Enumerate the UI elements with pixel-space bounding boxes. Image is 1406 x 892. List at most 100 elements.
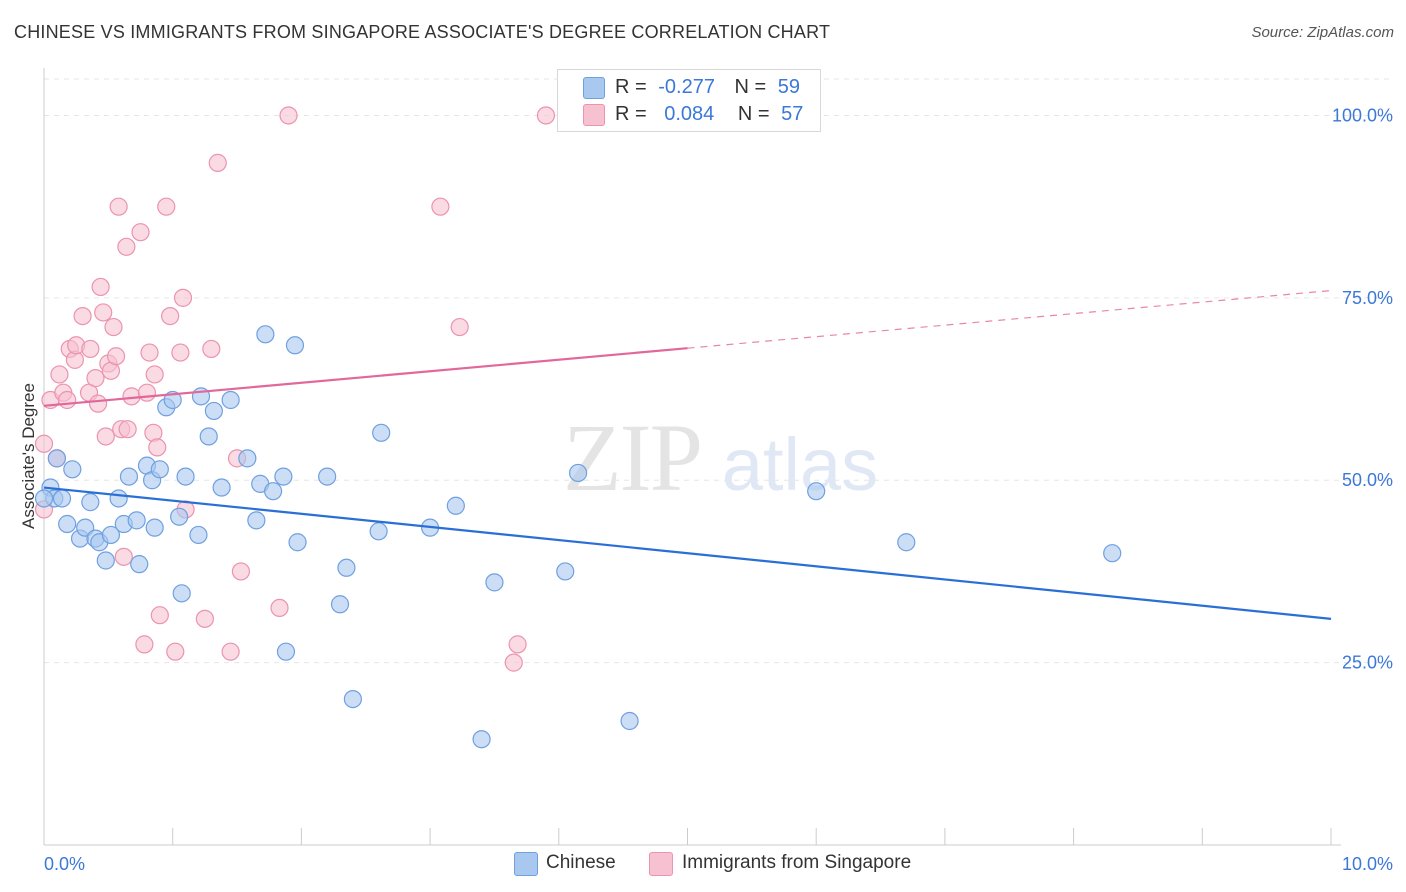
data-point <box>170 507 189 526</box>
y-tick-labels: 25.0% 50.0% 75.0% 100.0% <box>1332 105 1393 672</box>
data-point <box>270 598 289 618</box>
trend-line-singapore-dashed <box>687 289 1332 349</box>
data-point <box>508 635 527 654</box>
x-ticks <box>43 828 1332 845</box>
data-point <box>140 343 159 362</box>
data-point <box>288 533 307 552</box>
data-point <box>104 317 123 337</box>
data-point <box>221 390 240 410</box>
data-point <box>148 438 167 457</box>
data-point <box>485 573 504 592</box>
data-point <box>536 106 556 125</box>
data-point <box>34 434 54 453</box>
data-point <box>50 365 69 384</box>
y-tick-label: 25.0% <box>1342 653 1393 673</box>
legend-swatch-singapore <box>583 104 605 126</box>
watermark-atlas: atlas <box>722 423 878 506</box>
data-point <box>81 339 100 359</box>
data-point <box>171 343 190 362</box>
legend-swatch-chinese <box>514 852 538 876</box>
data-point <box>119 467 139 486</box>
data-point <box>369 522 388 541</box>
y-axis-label: Associate's Degree <box>19 383 38 529</box>
legend-n-label: N = <box>734 76 767 98</box>
data-point <box>161 306 180 326</box>
data-point <box>173 288 193 307</box>
data-point <box>145 365 164 384</box>
chart-title: CHINESE VS IMMIGRANTS FROM SINGAPORE ASS… <box>14 22 831 42</box>
series-legend: Chinese Immigrants from Singapore <box>0 850 1406 880</box>
data-point <box>208 153 227 172</box>
trend-line-singapore-solid <box>43 347 688 407</box>
data-point <box>221 642 240 661</box>
y-tick-label: 50.0% <box>1342 470 1393 490</box>
data-point <box>318 467 337 486</box>
x-tick-label-min: 0.0% <box>44 854 85 874</box>
data-point <box>504 653 523 672</box>
data-point <box>472 730 491 749</box>
source-label: Source: ZipAtlas.com <box>1251 24 1394 41</box>
legend-text-chinese: R = -0.277 N = 59 <box>615 76 800 99</box>
data-point <box>166 642 185 661</box>
data-point <box>189 525 208 545</box>
data-point <box>58 514 77 534</box>
data-point <box>176 467 195 486</box>
data-point <box>91 277 110 297</box>
data-point <box>231 562 251 581</box>
data-point <box>212 478 231 497</box>
data-point <box>620 711 639 731</box>
data-point <box>47 449 66 468</box>
legend-swatch-singapore <box>649 852 673 876</box>
data-point <box>58 390 77 410</box>
data-point <box>274 467 293 486</box>
data-point <box>137 383 157 402</box>
data-point <box>263 482 283 501</box>
data-point <box>343 689 362 709</box>
data-point <box>807 482 826 501</box>
legend-r-label: R = <box>615 76 647 98</box>
data-point <box>94 303 113 322</box>
data-point <box>372 423 391 442</box>
data-point <box>150 606 169 625</box>
data-point <box>195 609 214 628</box>
legend-label-chinese: Chinese <box>546 852 616 873</box>
trend-lines <box>43 289 1332 620</box>
data-point <box>131 223 150 242</box>
data-point <box>118 420 137 439</box>
data-point <box>157 197 176 216</box>
data-point <box>276 642 296 661</box>
legend-text-singapore: R = 0.084 N = 57 <box>615 103 803 126</box>
legend-n-value: 57 <box>781 103 804 125</box>
data-point <box>109 489 128 508</box>
data-point <box>256 325 275 344</box>
y-tick-label: 100.0% <box>1332 105 1393 125</box>
data-point <box>73 306 92 326</box>
watermark-zip: ZIP <box>563 404 701 511</box>
data-point <box>145 518 164 537</box>
legend-r-value: -0.277 <box>658 76 715 98</box>
data-point <box>81 493 100 512</box>
data-point <box>279 106 298 125</box>
data-point <box>556 562 575 581</box>
data-point <box>330 595 350 614</box>
watermark: ZIP atlas <box>563 404 878 511</box>
data-point <box>337 558 356 577</box>
legend-swatch-chinese <box>583 77 605 99</box>
data-point <box>101 525 121 545</box>
legend-r-value: 0.084 <box>664 103 715 125</box>
data-point <box>109 197 128 216</box>
data-point <box>1103 544 1122 563</box>
data-point <box>117 237 136 256</box>
series-chinese-points <box>34 325 1122 749</box>
trend-line-chinese-solid <box>43 486 1332 620</box>
data-point <box>114 547 133 566</box>
data-point <box>63 460 82 479</box>
data-point <box>431 197 450 216</box>
legend-n-value: 59 <box>777 76 801 98</box>
data-point <box>52 489 72 508</box>
data-point <box>238 449 257 468</box>
series-singapore-points <box>34 106 684 672</box>
data-point <box>88 394 108 413</box>
data-point <box>96 551 115 570</box>
data-point <box>285 336 305 355</box>
